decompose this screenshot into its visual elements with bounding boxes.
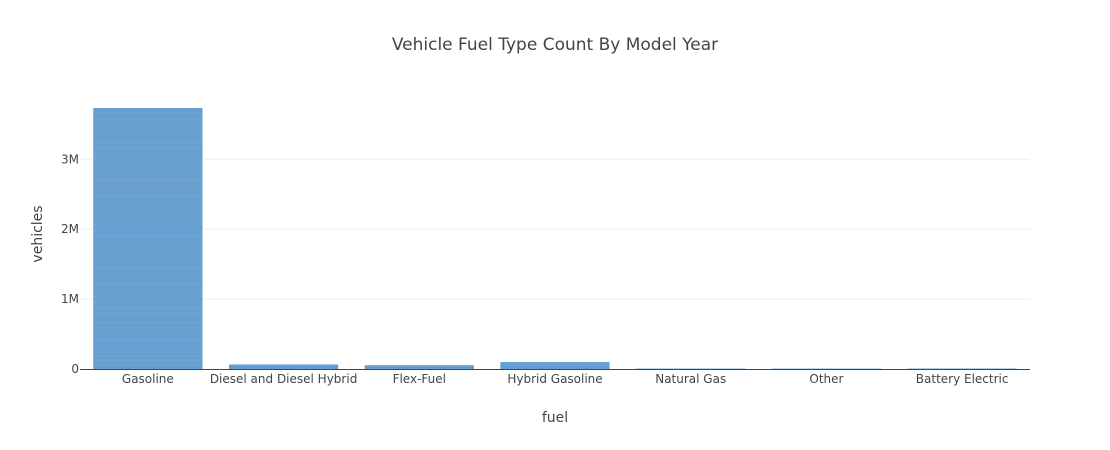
bar-segment[interactable] — [93, 164, 203, 172]
y-tick-label: 2M — [61, 222, 79, 236]
bar-segment[interactable] — [93, 199, 203, 207]
bar-segment[interactable] — [93, 244, 203, 253]
x-tick-label: Natural Gas — [655, 372, 726, 386]
bar-segment[interactable] — [93, 205, 203, 213]
y-tick-label: 3M — [61, 152, 79, 166]
x-tick-label: Flex-Fuel — [393, 372, 446, 386]
bar-segment[interactable] — [93, 192, 203, 201]
bar-segment[interactable] — [93, 126, 203, 134]
bar-segment[interactable] — [93, 277, 203, 282]
x-axis-title: fuel — [542, 410, 568, 426]
bar-segment[interactable] — [93, 150, 203, 158]
bar-segment[interactable] — [93, 232, 203, 240]
bar-segment[interactable] — [93, 316, 203, 321]
bar-segment[interactable] — [93, 353, 203, 359]
bar-flex-fuel[interactable] — [364, 365, 474, 370]
bar-segment[interactable] — [93, 336, 203, 343]
bar-segment[interactable] — [93, 258, 203, 266]
chart-title: Vehicle Fuel Type Count By Model Year — [392, 35, 718, 55]
bar-segment[interactable] — [93, 363, 203, 368]
bar-segment[interactable] — [500, 362, 610, 366]
bar-segment[interactable] — [93, 319, 203, 326]
bar-segment[interactable] — [93, 156, 203, 166]
bar-segment[interactable] — [93, 298, 203, 305]
bar-segment[interactable] — [93, 115, 203, 122]
y-tick-labels: 0 1M 2M 3M — [61, 152, 79, 376]
bar-gasoline[interactable] — [93, 107, 203, 370]
x-tick-label: Battery Electric — [916, 372, 1009, 386]
bar-segment[interactable] — [93, 280, 203, 287]
bar-segment[interactable] — [93, 270, 203, 278]
bar-segment[interactable] — [228, 364, 339, 367]
y-axis-title: vehicles — [30, 205, 46, 262]
bar-segment[interactable] — [93, 121, 203, 128]
bar-segment[interactable] — [93, 264, 203, 272]
bar-segment[interactable] — [93, 144, 203, 152]
y-tick-label: 0 — [71, 362, 79, 376]
x-tick-label: Diesel and Diesel Hybrid — [210, 372, 358, 386]
bar-segment[interactable] — [93, 136, 203, 145]
x-tick-label: Other — [809, 372, 843, 386]
bar-segment[interactable] — [93, 330, 203, 338]
bar-segment[interactable] — [93, 218, 203, 227]
bar-segment[interactable] — [93, 212, 203, 220]
bar-segment[interactable] — [500, 364, 610, 368]
bar-diesel-and-diesel-hybrid[interactable] — [228, 364, 339, 370]
bar-segment[interactable] — [93, 310, 203, 318]
x-tick-label: Hybrid Gasoline — [507, 372, 602, 386]
bar-segment[interactable] — [93, 170, 203, 178]
bar-segment[interactable] — [93, 238, 203, 246]
bar-segment[interactable] — [93, 325, 203, 332]
x-tick-labels: Gasoline Diesel and Diesel Hybrid Flex-Fue… — [122, 372, 1009, 386]
x-tick-label: Gasoline — [122, 372, 174, 386]
bar-segment[interactable] — [93, 347, 203, 354]
bar-segment[interactable] — [93, 226, 203, 233]
bar-segment[interactable] — [93, 251, 203, 259]
bar-segment[interactable] — [93, 292, 203, 300]
bar-hybrid-gasoline[interactable] — [500, 362, 610, 370]
bar-segment[interactable] — [93, 177, 203, 185]
grid-layer — [80, 158, 1030, 300]
y-tick-label: 1M — [61, 292, 79, 306]
bar-segment[interactable] — [93, 110, 203, 117]
bar-segment[interactable] — [500, 366, 610, 370]
bar-segment[interactable] — [93, 107, 203, 112]
bar-segment[interactable] — [93, 366, 203, 370]
bar-segment[interactable] — [93, 286, 203, 294]
bars-layer — [93, 107, 1017, 370]
bar-segment[interactable] — [93, 342, 203, 349]
bar-segment[interactable] — [364, 365, 474, 368]
bar-segment[interactable] — [93, 304, 203, 312]
bar-segment[interactable] — [93, 183, 203, 194]
bar-segment[interactable] — [93, 358, 203, 364]
bar-segment[interactable] — [93, 132, 203, 138]
